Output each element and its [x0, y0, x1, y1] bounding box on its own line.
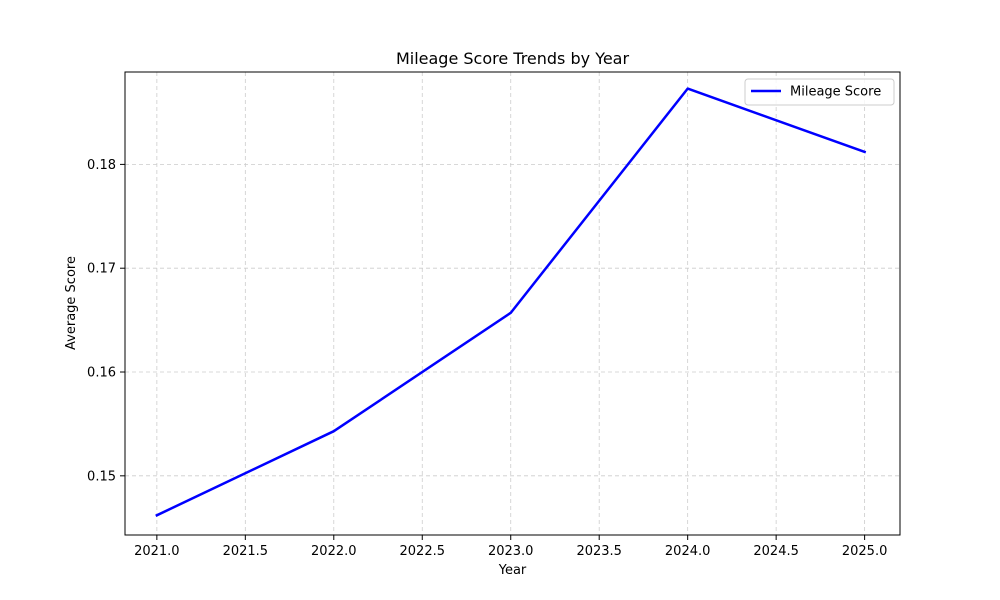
legend: Mileage Score: [744, 78, 895, 106]
y-tick-label: 0.17: [87, 262, 116, 277]
x-tick-label: 2021.5: [223, 544, 269, 559]
x-axis-label: Year: [498, 563, 527, 578]
x-tick-label: 2023.5: [576, 544, 622, 559]
y-tick-label: 0.15: [87, 469, 116, 484]
plot-frame: [124, 71, 901, 536]
legend-label: Mileage Score: [790, 85, 881, 100]
series-layer: [155, 87, 867, 517]
grid-layer: [125, 72, 900, 535]
x-tick-label: 2024.5: [753, 544, 799, 559]
x-tick-label: 2023.0: [488, 544, 534, 559]
chart-title: Mileage Score Trends by Year: [396, 49, 630, 68]
y-tick-label: 0.18: [87, 158, 116, 173]
x-tick-label: 2021.0: [134, 544, 180, 559]
tick-layer: 2021.0 2021.5 2022.0 2022.5 2023.0 2023.5 2024…: [87, 158, 887, 559]
y-axis-label: Average Score: [64, 256, 79, 350]
x-tick-label: 2022.0: [311, 544, 357, 559]
legend-box: [744, 78, 895, 106]
x-tick-label: 2025.0: [842, 544, 888, 559]
series-line: [155, 87, 867, 517]
x-tick-label: 2022.5: [400, 544, 446, 559]
y-tick-label: 0.16: [87, 366, 116, 381]
x-tick-label: 2024.0: [665, 544, 711, 559]
